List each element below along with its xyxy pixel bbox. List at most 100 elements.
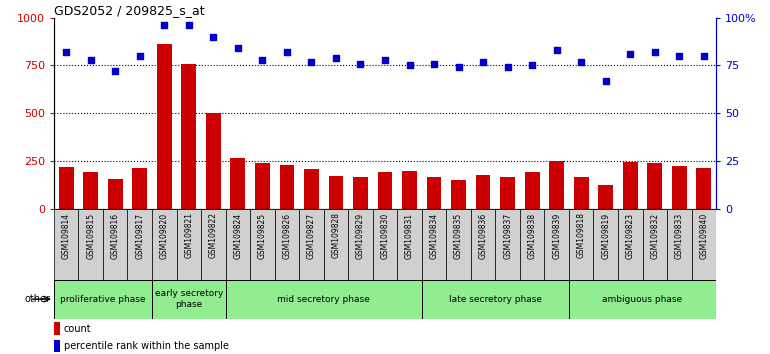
Bar bbox=[397, 209, 422, 280]
Point bbox=[453, 64, 465, 70]
Point bbox=[281, 49, 293, 55]
Bar bbox=[373, 209, 397, 280]
Bar bbox=[353, 177, 368, 209]
Text: GSM109823: GSM109823 bbox=[626, 212, 634, 258]
Text: GSM109816: GSM109816 bbox=[111, 212, 119, 258]
Bar bbox=[59, 167, 73, 209]
Text: other: other bbox=[24, 294, 50, 304]
Text: GSM109824: GSM109824 bbox=[233, 212, 243, 258]
Text: GSM109830: GSM109830 bbox=[380, 212, 390, 259]
Text: GSM109832: GSM109832 bbox=[651, 212, 659, 258]
Bar bbox=[697, 168, 711, 209]
Bar bbox=[152, 209, 176, 280]
Text: GSM109819: GSM109819 bbox=[601, 212, 611, 258]
Bar bbox=[201, 209, 226, 280]
Bar bbox=[402, 171, 417, 209]
Bar bbox=[667, 209, 691, 280]
Point bbox=[624, 51, 637, 57]
Text: early secretory
phase: early secretory phase bbox=[155, 290, 223, 309]
Bar bbox=[103, 209, 128, 280]
Text: count: count bbox=[64, 324, 92, 333]
Point bbox=[60, 49, 72, 55]
Bar bbox=[226, 209, 250, 280]
Point bbox=[305, 59, 317, 64]
Point bbox=[428, 61, 440, 67]
Bar bbox=[691, 209, 716, 280]
Bar bbox=[569, 209, 594, 280]
Text: GSM109836: GSM109836 bbox=[479, 212, 487, 259]
Point bbox=[501, 64, 514, 70]
Bar bbox=[79, 209, 103, 280]
Bar bbox=[83, 172, 98, 209]
Bar bbox=[128, 209, 152, 280]
Bar bbox=[348, 209, 373, 280]
Text: GSM109826: GSM109826 bbox=[283, 212, 291, 258]
Text: GSM109838: GSM109838 bbox=[527, 212, 537, 258]
Bar bbox=[422, 209, 447, 280]
Bar bbox=[226, 280, 422, 319]
Point bbox=[575, 59, 588, 64]
Point bbox=[109, 68, 122, 74]
Bar bbox=[451, 180, 466, 209]
Point bbox=[673, 53, 685, 59]
Bar bbox=[447, 209, 470, 280]
Bar bbox=[648, 163, 662, 209]
Bar bbox=[176, 209, 201, 280]
Bar bbox=[304, 169, 319, 209]
Bar bbox=[520, 209, 544, 280]
Bar bbox=[544, 209, 569, 280]
Text: GSM109827: GSM109827 bbox=[307, 212, 316, 258]
Text: GSM109814: GSM109814 bbox=[62, 212, 71, 258]
Text: GSM109820: GSM109820 bbox=[159, 212, 169, 258]
Point bbox=[85, 57, 97, 63]
Bar bbox=[642, 209, 667, 280]
Bar bbox=[255, 163, 270, 209]
Bar bbox=[500, 177, 515, 209]
Bar bbox=[54, 209, 79, 280]
Bar bbox=[323, 209, 348, 280]
Text: GSM109822: GSM109822 bbox=[209, 212, 218, 258]
Point bbox=[551, 47, 563, 53]
Text: GSM109817: GSM109817 bbox=[136, 212, 144, 258]
Point bbox=[600, 78, 612, 84]
Bar bbox=[275, 209, 300, 280]
Bar bbox=[230, 158, 245, 209]
Point bbox=[403, 63, 416, 68]
Bar bbox=[108, 179, 122, 209]
Text: GSM109834: GSM109834 bbox=[430, 212, 439, 259]
Bar bbox=[623, 162, 638, 209]
Point bbox=[133, 53, 146, 59]
Text: GSM109829: GSM109829 bbox=[356, 212, 365, 258]
Text: mid secretory phase: mid secretory phase bbox=[277, 295, 370, 304]
Bar bbox=[422, 280, 569, 319]
Bar bbox=[598, 185, 613, 209]
Point bbox=[182, 23, 195, 28]
Text: ambiguous phase: ambiguous phase bbox=[602, 295, 682, 304]
Text: GSM109837: GSM109837 bbox=[503, 212, 512, 259]
Point bbox=[526, 63, 538, 68]
Bar bbox=[476, 175, 490, 209]
Text: GSM109831: GSM109831 bbox=[405, 212, 414, 258]
Bar bbox=[618, 209, 642, 280]
Bar bbox=[182, 64, 196, 209]
Text: GSM109821: GSM109821 bbox=[184, 212, 193, 258]
Bar bbox=[525, 172, 540, 209]
Bar bbox=[132, 168, 147, 209]
Bar bbox=[377, 172, 393, 209]
Bar bbox=[495, 209, 520, 280]
Point bbox=[648, 49, 661, 55]
Point bbox=[698, 53, 710, 59]
Bar bbox=[427, 177, 441, 209]
Text: GSM109835: GSM109835 bbox=[454, 212, 463, 259]
Bar bbox=[250, 209, 275, 280]
Bar bbox=[549, 161, 564, 209]
Bar bbox=[672, 166, 687, 209]
Text: GSM109840: GSM109840 bbox=[699, 212, 708, 259]
Bar bbox=[54, 340, 60, 352]
Text: GSM109825: GSM109825 bbox=[258, 212, 267, 258]
Bar bbox=[569, 280, 716, 319]
Text: GSM109839: GSM109839 bbox=[552, 212, 561, 259]
Bar bbox=[470, 209, 495, 280]
Bar bbox=[206, 113, 221, 209]
Bar bbox=[54, 322, 60, 335]
